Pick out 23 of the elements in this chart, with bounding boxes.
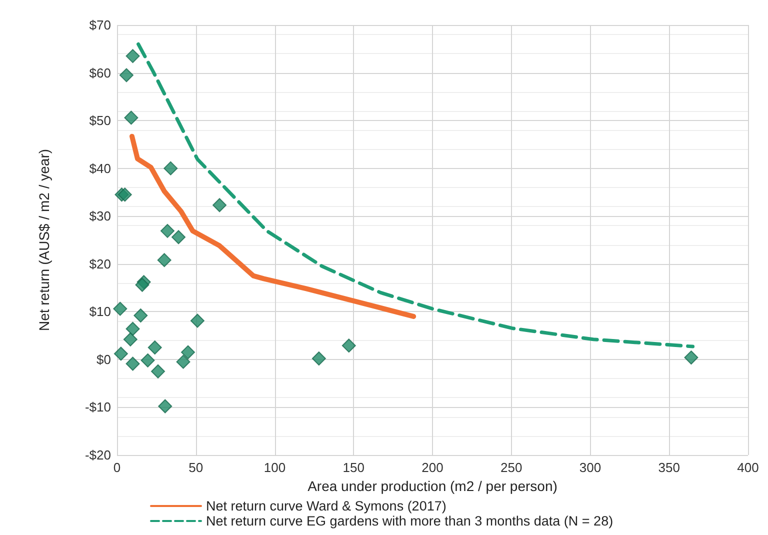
y-tick-label: $10 [89,304,111,320]
y-axis-title: Net return (AUS$ / m2 / year) [36,148,52,332]
y-tick-label: $30 [89,208,111,224]
y-tick-label: $70 [89,18,111,32]
x-tick-label: 300 [579,460,602,475]
y-tick-label: $60 [89,65,111,80]
x-tick-label: 100 [264,460,286,475]
x-tick-label: 150 [342,460,364,475]
y-tick-label: $40 [89,160,111,176]
legend-label: Net return curve Ward & Symons (2017) [206,498,446,514]
y-tick-label: $20 [89,256,111,272]
x-tick-label: 250 [500,460,522,475]
legend-label: Net return curve EG gardens with more than 3 months data (N = 28) [206,514,614,528]
x-tick-label: 350 [658,460,680,475]
y-tick-label: -$20 [84,448,111,462]
x-tick-label: 0 [113,460,121,475]
y-tick-label: -$10 [84,400,111,415]
x-tick-label: 200 [422,460,444,475]
x-tick-label: 400 [737,460,759,475]
x-axis-title: Area under production (m2 / per person) [308,478,558,494]
y-tick-label: $50 [89,113,111,128]
y-tick-label: $0 [96,352,111,367]
x-tick-label: 50 [188,460,204,475]
